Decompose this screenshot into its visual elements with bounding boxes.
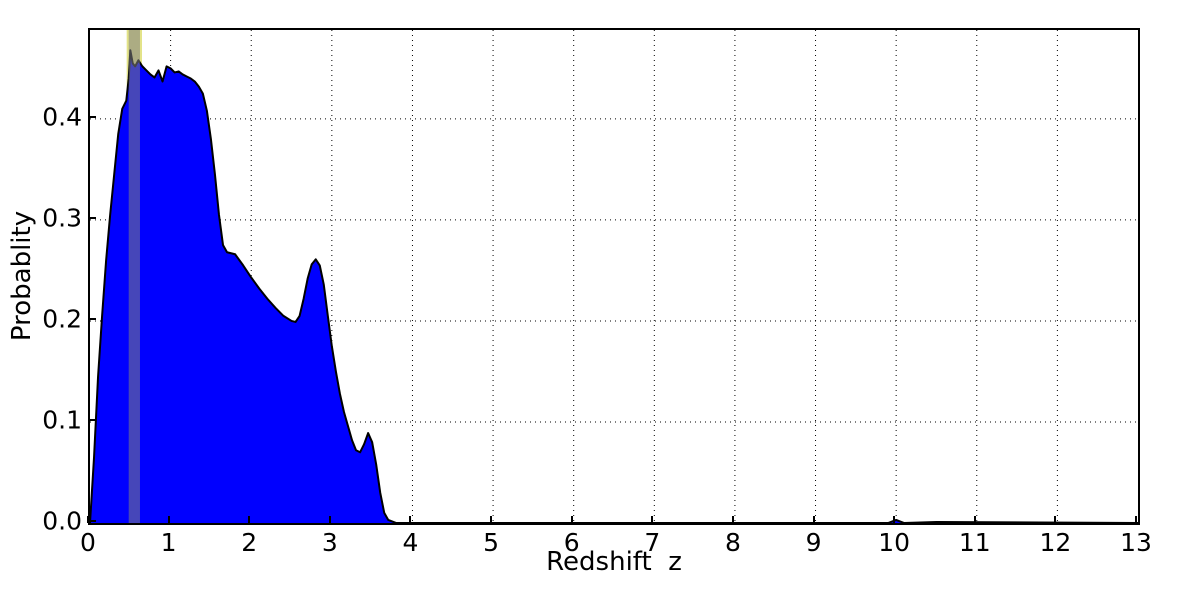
x-axis-title: Redshift z [546,547,682,577]
y-tick-label: 0.1 [42,405,82,435]
x-tick-label: 12 [1039,528,1072,557]
plot-area [88,28,1140,525]
chart-canvas [90,30,1138,523]
y-tick-mark [89,115,96,118]
x-tick-label: 10 [878,528,911,557]
best-fit-redshift-marker [128,30,140,523]
x-tick-mark [87,516,89,523]
x-tick-mark [731,516,734,523]
plot-inner [90,30,1138,523]
y-tick-mark [89,317,96,320]
x-tick-label: 6 [563,528,580,557]
x-tick-label: 2 [241,528,258,557]
x-tick-label: 5 [483,528,500,557]
x-tick-mark [409,516,412,523]
x-tick-mark [812,516,815,523]
x-tick-mark [570,516,573,523]
x-tick-label: 1 [160,528,177,557]
x-tick-label: 3 [321,528,338,557]
x-tick-label: 8 [724,528,741,557]
x-tick-label: 7 [644,528,661,557]
x-tick-mark [167,516,170,523]
x-tick-mark [1054,516,1057,523]
y-axis-title: Probablity [7,210,37,342]
x-tick-mark [973,516,976,523]
x-tick-mark [651,516,654,523]
y-tick-label: 0.4 [42,102,82,132]
x-tick-label: 4 [402,528,419,557]
x-tick-label: 13 [1120,528,1152,557]
x-tick-label: 0 [80,528,96,557]
x-tick-mark [490,516,493,523]
y-tick-label: 0.3 [42,203,82,233]
y-tick-label: 0.2 [42,304,82,334]
y-tick-label: 0.0 [42,506,82,536]
y-tick-mark [89,216,96,219]
y-tick-mark [89,520,96,522]
series-area-fill [90,50,1138,523]
y-tick-mark [89,418,96,421]
x-tick-label: 11 [958,528,991,557]
x-tick-label: 9 [805,528,822,557]
x-tick-mark [893,516,896,523]
x-tick-mark [1135,516,1137,523]
x-tick-mark [328,516,331,523]
x-tick-mark [248,516,251,523]
